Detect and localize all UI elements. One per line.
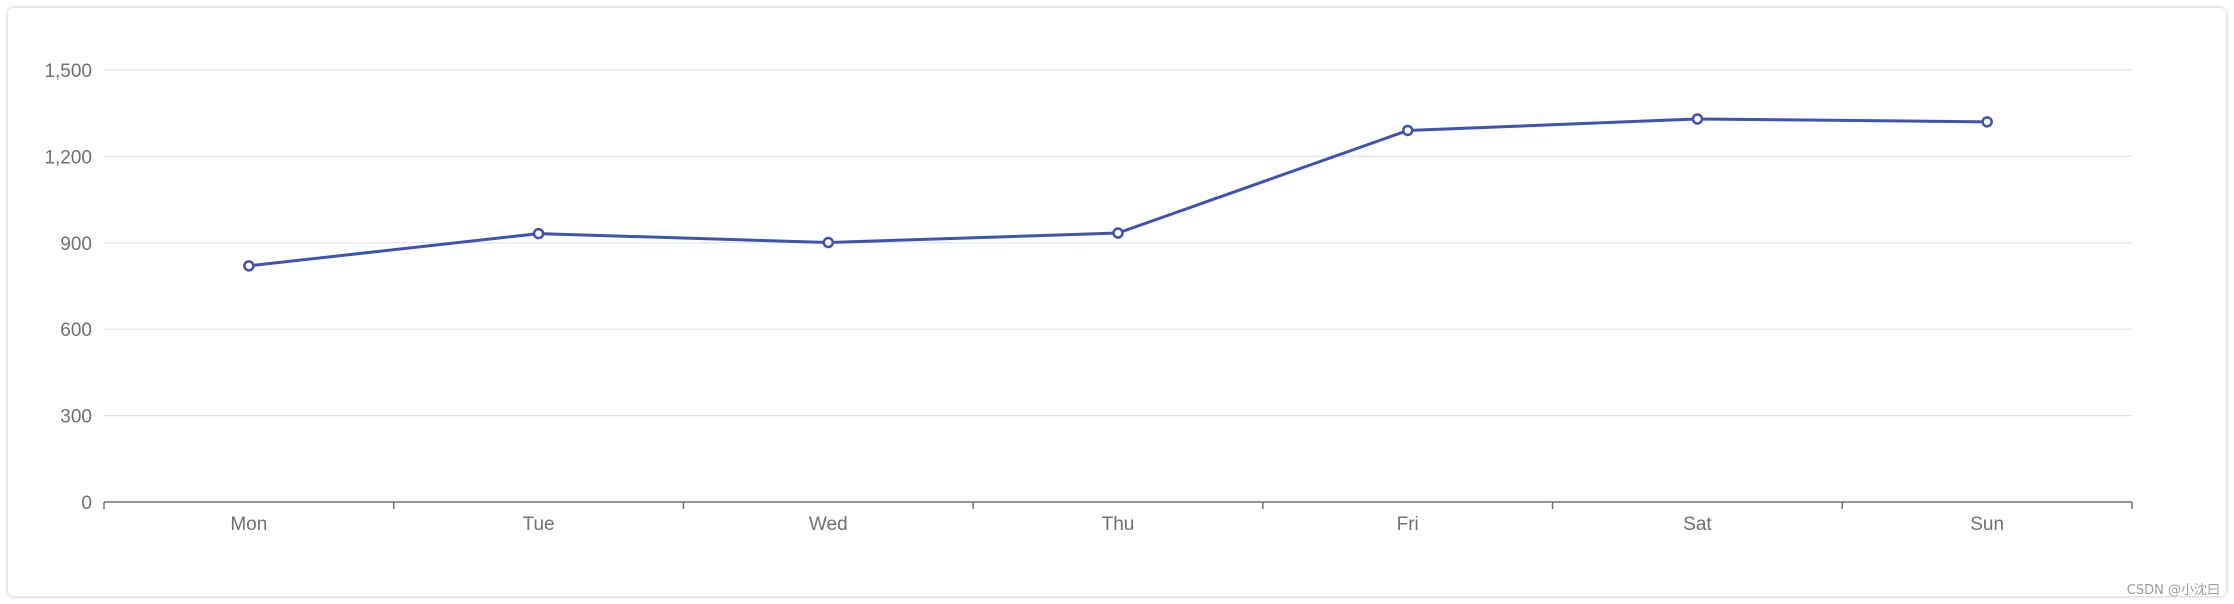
data-point[interactable] bbox=[243, 260, 255, 272]
x-tick-label: Wed bbox=[809, 514, 848, 535]
data-point[interactable] bbox=[822, 236, 835, 249]
data-point[interactable] bbox=[1981, 116, 1993, 128]
y-tick-label: 600 bbox=[60, 320, 92, 341]
series-group bbox=[243, 113, 1993, 272]
data-point[interactable] bbox=[1691, 113, 1704, 125]
y-axis-labels: 0 300 600 900 1,200 1,500 bbox=[44, 61, 92, 514]
x-tick-label: Fri bbox=[1397, 514, 1419, 535]
series-line bbox=[248, 117, 1988, 268]
y-tick-label: 300 bbox=[60, 407, 92, 428]
y-tick-label: 1,200 bbox=[44, 147, 92, 168]
y-tick-label: 0 bbox=[81, 493, 92, 514]
x-tick-label: Sun bbox=[1970, 514, 2004, 535]
x-tick-label: Thu bbox=[1102, 514, 1135, 535]
x-axis-labels: Mon Tue Wed Thu Fri Sat Sun bbox=[230, 514, 2004, 535]
data-point[interactable] bbox=[532, 227, 545, 240]
grid-lines bbox=[104, 69, 2132, 417]
data-point[interactable] bbox=[1112, 227, 1124, 239]
x-tick-label: Mon bbox=[230, 514, 267, 535]
x-axis bbox=[103, 501, 2133, 509]
watermark: CSDN @小沈曰 bbox=[2126, 583, 2220, 598]
x-tick-label: Tue bbox=[523, 514, 555, 535]
data-point[interactable] bbox=[1401, 124, 1414, 137]
y-tick-label: 1,500 bbox=[44, 61, 92, 82]
x-tick-label: Sat bbox=[1683, 514, 1712, 535]
chart-card bbox=[8, 8, 2226, 596]
y-tick-label: 900 bbox=[60, 234, 92, 255]
